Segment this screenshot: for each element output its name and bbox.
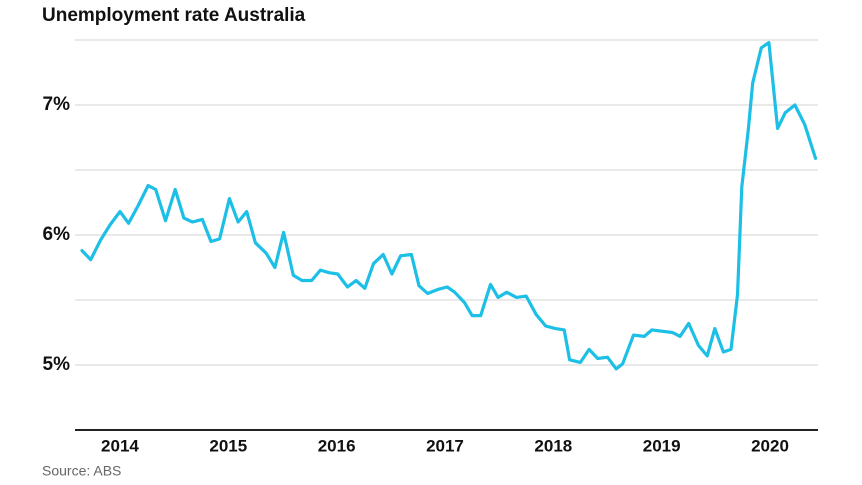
series-line — [80, 41, 818, 371]
x-tick-label: 2014 — [101, 436, 139, 455]
x-tick-label: 2018 — [534, 436, 572, 455]
y-tick-label: 5% — [43, 354, 71, 375]
x-tick-label: 2020 — [751, 436, 789, 455]
x-tick-label: 2019 — [643, 436, 681, 455]
y-tick-label: 6% — [43, 224, 71, 245]
x-tick-label: 2015 — [209, 436, 247, 455]
y-tick-label: 7% — [43, 94, 71, 115]
x-tick-label: 2016 — [318, 436, 356, 455]
source: Source: ABS — [42, 463, 121, 479]
x-tick-label: 2017 — [426, 436, 464, 455]
chart-title: Unemployment rate Australia — [42, 5, 306, 26]
